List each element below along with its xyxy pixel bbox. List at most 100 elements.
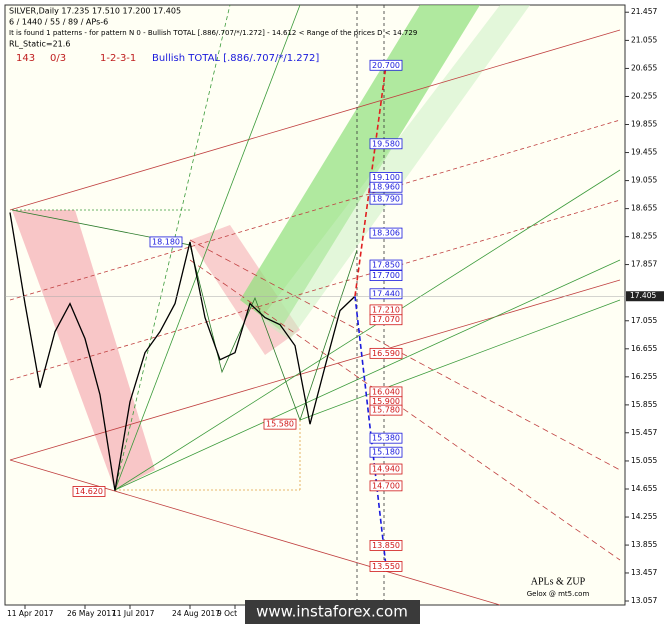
symbol-line: SILVER,Daily 17.235 17.510 17.200 17.405	[9, 7, 181, 16]
pattern-line: It is found 1 patterns - for pattern N 0…	[9, 29, 417, 37]
fib-line	[189, 239, 621, 471]
author: Gelox @ mt5.com	[527, 590, 590, 598]
level-label: 14.940	[372, 465, 400, 474]
y-tick-label: 18.255	[631, 232, 657, 241]
y-tick-label: 18.655	[631, 204, 657, 213]
level-label: 14.620	[75, 487, 103, 496]
level-box	[149, 236, 183, 248]
level-label: 16.040	[372, 387, 400, 396]
y-tick-label: 19.055	[631, 176, 657, 185]
level-label: 15.580	[266, 420, 294, 429]
y-tick-label: 15.055	[631, 456, 657, 465]
fib-line	[9, 29, 621, 211]
settings-line: 6 / 1440 / 55 / 89 / APs-6	[9, 18, 108, 27]
level-box	[369, 347, 403, 359]
y-tick-label: 19.455	[631, 148, 657, 157]
level-label: 18.960	[372, 183, 400, 192]
fib-line	[9, 459, 501, 606]
y-tick-label: 14.655	[631, 484, 657, 493]
level-label: 15.900	[372, 397, 400, 406]
projection-down	[354, 296, 387, 567]
y-tick-label: 17.055	[631, 316, 657, 325]
current-price-box	[626, 291, 664, 302]
level-box	[369, 480, 403, 492]
level-label: 17.850	[372, 261, 400, 270]
current-price-label: 17.405	[630, 291, 656, 300]
fib-line	[114, 169, 621, 491]
level-box	[369, 270, 403, 281]
green-channel	[240, 5, 480, 330]
watermark-box	[245, 600, 420, 624]
fib-line	[9, 199, 621, 381]
level-box	[369, 259, 403, 271]
y-tick-label: 20.655	[631, 63, 657, 72]
ratio: 0/3	[50, 53, 66, 64]
fib-line	[114, 4, 231, 491]
y-tick-label: 19.855	[631, 120, 657, 129]
sequence: 1-2-3-1	[100, 53, 136, 64]
level-box	[369, 561, 403, 572]
level-box	[369, 446, 403, 458]
level-label: 15.180	[372, 448, 400, 457]
price-line	[9, 212, 356, 491]
level-label: 18.180	[152, 237, 180, 246]
level-box	[369, 193, 403, 205]
header: SILVER,Daily 17.235 17.510 17.200 17.405…	[9, 7, 417, 65]
fib-line	[299, 299, 621, 421]
level-box	[72, 486, 106, 497]
level-label: 17.700	[372, 271, 400, 280]
level-label: 18.306	[372, 229, 400, 238]
level-box	[369, 432, 403, 444]
static-line: RL_Static=21.6	[9, 40, 70, 49]
y-tick-label: 16.655	[631, 344, 657, 353]
brand: APLs & ZUP	[531, 576, 586, 587]
y-tick-label: 21.457	[631, 7, 657, 16]
y-tick-label: 16.255	[631, 372, 657, 381]
level-box	[369, 404, 403, 416]
level-label: 18.790	[372, 195, 400, 204]
level-label: 13.850	[372, 541, 400, 550]
level-box	[369, 288, 403, 300]
x-tick-label: 24 Aug 2017	[172, 609, 220, 618]
level-box	[369, 59, 403, 71]
fib-line	[114, 4, 301, 491]
pink-zone	[12, 210, 155, 490]
y-tick-label: 21.055	[631, 35, 657, 44]
level-label: 19.580	[372, 139, 400, 148]
level-box	[369, 138, 403, 150]
level-label: 15.380	[372, 434, 400, 443]
level-box	[263, 418, 297, 430]
level-label: 20.700	[372, 61, 400, 70]
level-label: 14.700	[372, 481, 400, 490]
fib-line	[189, 259, 621, 561]
y-tick-label: 20.255	[631, 91, 657, 100]
y-tick-label: 13.855	[631, 540, 657, 549]
x-tick-label: 26 May 2017	[67, 609, 116, 618]
level-label: 16.590	[372, 349, 400, 358]
y-tick-label: 14.255	[631, 512, 657, 521]
level-label: 17.210	[372, 305, 400, 314]
level-label: 15.780	[372, 406, 400, 415]
x-tick-label: 11 Apr 2017	[7, 609, 54, 618]
level-box	[369, 463, 403, 475]
level-label: 19.100	[372, 173, 400, 182]
level-label: 17.070	[372, 315, 400, 324]
fib-line	[9, 279, 621, 461]
count: 143	[16, 53, 35, 64]
fib-line	[114, 259, 621, 491]
pattern-name: Bullish TOTAL [.886/.707/*/1.272]	[152, 53, 319, 64]
level-box	[369, 227, 403, 239]
x-tick-label: 9 Oct	[217, 609, 237, 618]
level-label: 17.440	[372, 289, 400, 298]
level-box	[369, 540, 403, 551]
level-label: 13.550	[372, 562, 400, 571]
fib-line	[9, 119, 621, 301]
y-tick-label: 15.457	[631, 428, 657, 437]
watermark: www.instaforex.com	[256, 603, 408, 621]
y-tick-label: 13.457	[631, 568, 657, 577]
level-box	[369, 181, 403, 193]
level-box	[369, 314, 403, 326]
y-tick-label: 15.855	[631, 400, 657, 409]
y-tick-label: 17.857	[631, 260, 657, 269]
